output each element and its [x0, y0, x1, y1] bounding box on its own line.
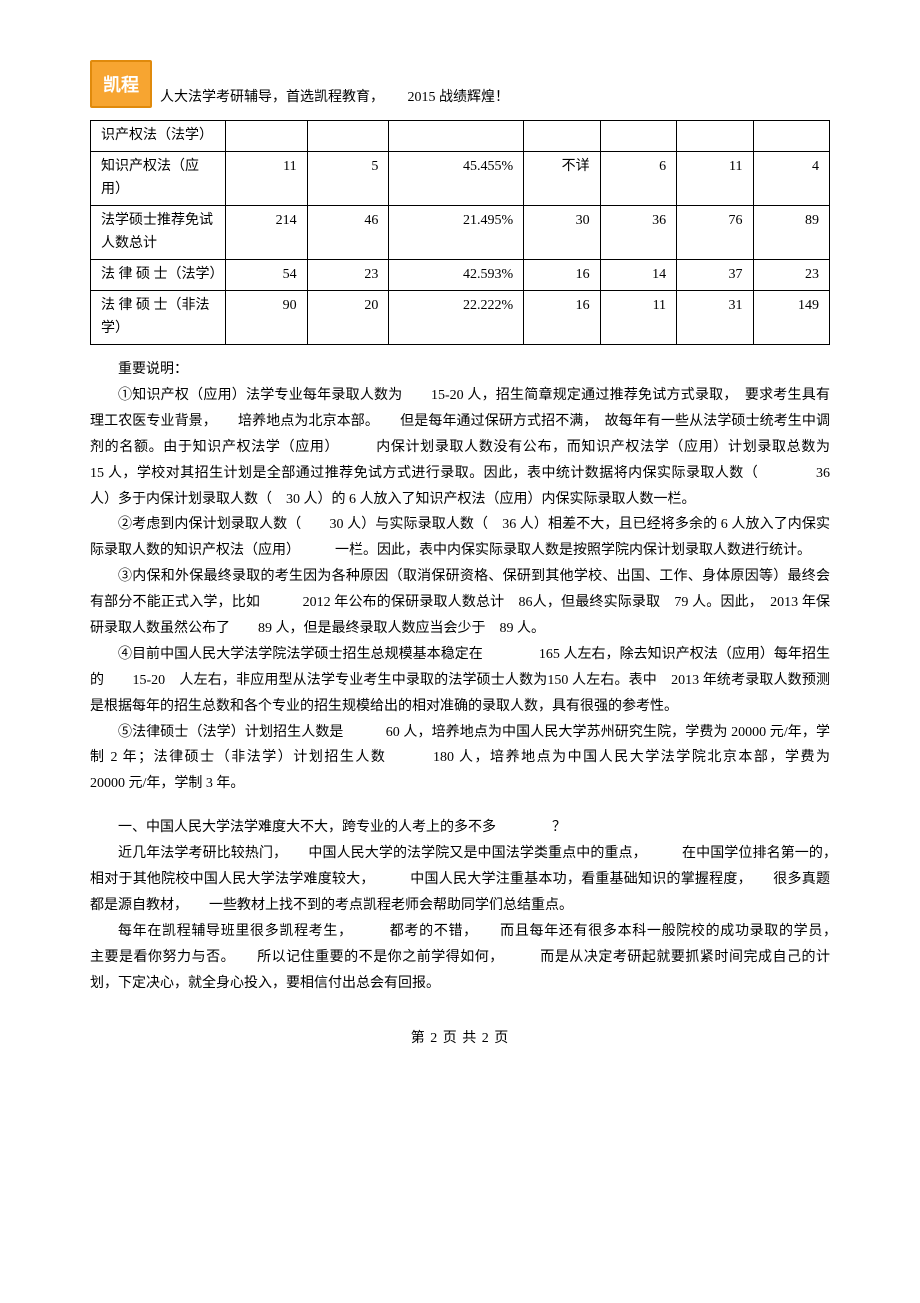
- cell: 46: [307, 206, 389, 260]
- table-row: 法学硕士推荐免试人数总计 214 46 21.495% 30 36 76 89: [91, 206, 830, 260]
- cell: 22.222%: [389, 291, 524, 345]
- cell: 20: [307, 291, 389, 345]
- note-item: ①知识产权（应用）法学专业每年录取人数为 15-20 人，招生简章规定通过推荐免…: [90, 383, 830, 512]
- section-heading: 一、中国人民大学法学难度大不大，跨专业的人考上的多不多 ？: [90, 815, 830, 841]
- section-paragraph: 近几年法学考研比较热门， 中国人民大学的法学院又是中国法学类重点中的重点， 在中…: [90, 841, 830, 919]
- row-label: 识产权法（法学）: [91, 121, 226, 152]
- cell: 23: [753, 259, 830, 290]
- cell: 11: [677, 152, 753, 206]
- cell: 42.593%: [389, 259, 524, 290]
- section-paragraph: 每年在凯程辅导班里很多凯程考生， 都考的不错， 而且每年还有很多本科一般院校的成…: [90, 919, 830, 997]
- cell: 36: [600, 206, 676, 260]
- tagline-main: 人大法学考研辅导，首选凯程教育，: [160, 90, 384, 105]
- page-header: 凯程 人大法学考研辅导，首选凯程教育， 2015 战绩辉煌！: [90, 60, 830, 108]
- cell: 90: [225, 291, 307, 345]
- cell: 11: [225, 152, 307, 206]
- cell: 16: [524, 259, 600, 290]
- row-label: 知识产权法（应用）: [91, 152, 226, 206]
- notes-heading: 重要说明：: [90, 357, 830, 383]
- table-row: 知识产权法（应用） 11 5 45.455% 不详 6 11 4: [91, 152, 830, 206]
- cell: 14: [600, 259, 676, 290]
- row-label: 法学硕士推荐免试人数总计: [91, 206, 226, 260]
- cell: 30: [524, 206, 600, 260]
- cell: 76: [677, 206, 753, 260]
- cell: 149: [753, 291, 830, 345]
- brand-logo: 凯程: [90, 60, 152, 108]
- cell: [307, 121, 389, 152]
- note-item: ④目前中国人民大学法学院法学硕士招生总规模基本稳定在 165 人左右，除去知识产…: [90, 642, 830, 720]
- cell: [677, 121, 753, 152]
- admission-table: 识产权法（法学） 知识产权法（应用） 11 5 45.455% 不详 6 11 …: [90, 120, 830, 345]
- cell: 6: [600, 152, 676, 206]
- page-footer: 第 2 页 共 2 页: [90, 1027, 830, 1047]
- cell: 11: [600, 291, 676, 345]
- note-item: ②考虑到内保计划录取人数（ 30 人）与实际录取人数（ 36 人）相差不大，且已…: [90, 512, 830, 564]
- row-label: 法 律 硕 士（非法学）: [91, 291, 226, 345]
- cell: [600, 121, 676, 152]
- qa-section: 一、中国人民大学法学难度大不大，跨专业的人考上的多不多 ？ 近几年法学考研比较热…: [90, 815, 830, 996]
- cell: [524, 121, 600, 152]
- note-item: ③内保和外保最终录取的考生因为各种原因（取消保研资格、保研到其他学校、出国、工作…: [90, 564, 830, 642]
- cell: 31: [677, 291, 753, 345]
- row-label: 法 律 硕 士（法学）: [91, 259, 226, 290]
- cell: [225, 121, 307, 152]
- table-row: 法 律 硕 士（非法学） 90 20 22.222% 16 11 31 149: [91, 291, 830, 345]
- cell: 不详: [524, 152, 600, 206]
- cell: 16: [524, 291, 600, 345]
- cell: 23: [307, 259, 389, 290]
- notes-section: 重要说明： ①知识产权（应用）法学专业每年录取人数为 15-20 人，招生简章规…: [90, 357, 830, 797]
- tagline-year: 2015 战绩辉煌！: [408, 90, 510, 105]
- note-item: ⑤法律硕士（法学）计划招生人数是 60 人，培养地点为中国人民大学苏州研究生院，…: [90, 720, 830, 798]
- cell: 54: [225, 259, 307, 290]
- cell: 89: [753, 206, 830, 260]
- cell: 37: [677, 259, 753, 290]
- cell: 21.495%: [389, 206, 524, 260]
- cell: 214: [225, 206, 307, 260]
- cell: [753, 121, 830, 152]
- table-row: 法 律 硕 士（法学） 54 23 42.593% 16 14 37 23: [91, 259, 830, 290]
- table-row: 识产权法（法学）: [91, 121, 830, 152]
- cell: [389, 121, 524, 152]
- cell: 4: [753, 152, 830, 206]
- cell: 45.455%: [389, 152, 524, 206]
- cell: 5: [307, 152, 389, 206]
- header-tagline: 人大法学考研辅导，首选凯程教育， 2015 战绩辉煌！: [160, 86, 509, 108]
